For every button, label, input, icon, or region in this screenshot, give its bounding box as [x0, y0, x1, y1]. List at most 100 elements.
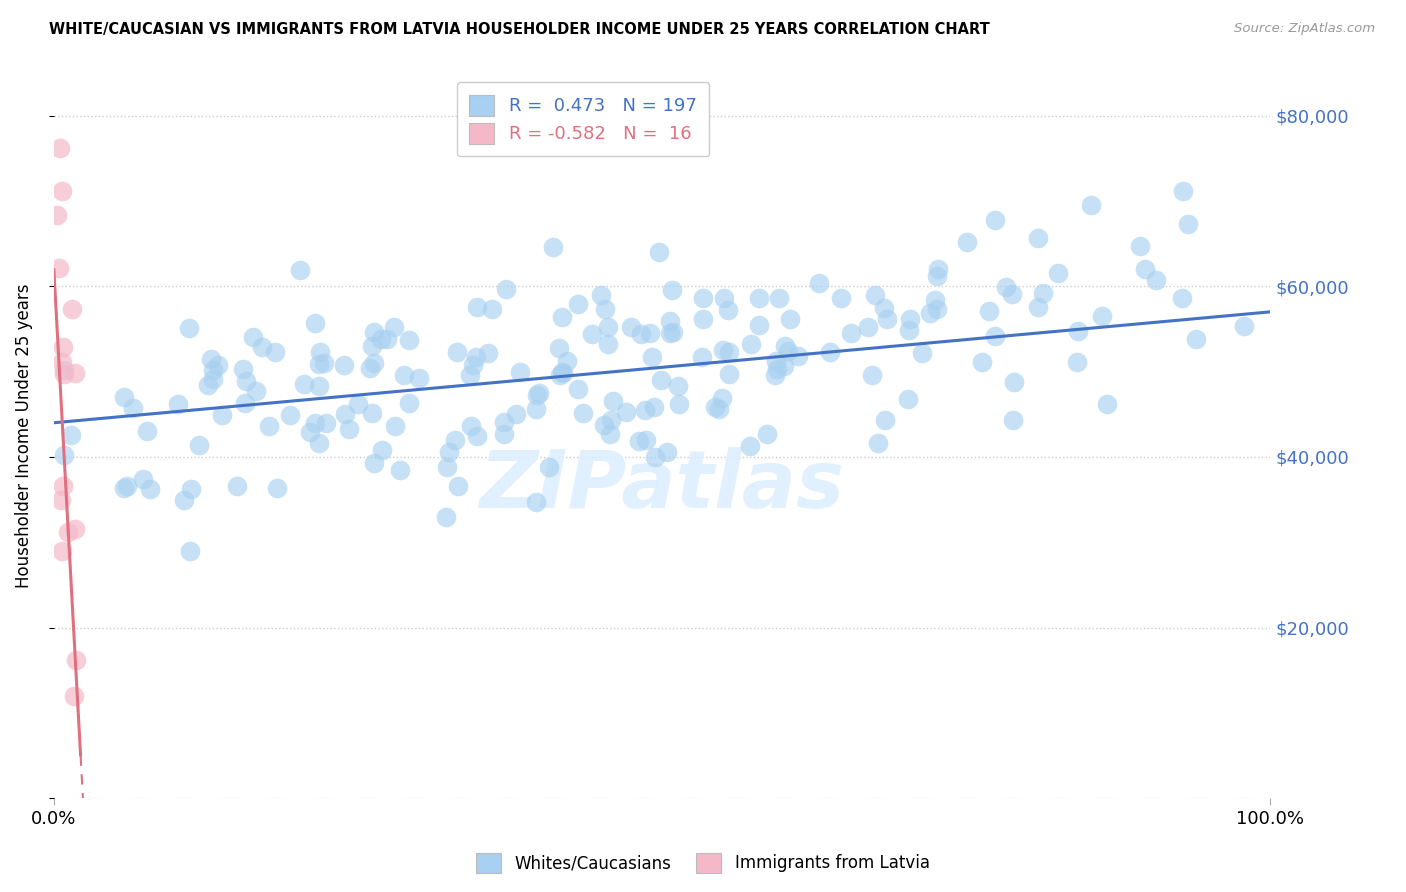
Point	[1028, 300, 1050, 314]
Point	[920, 306, 942, 320]
Point	[636, 433, 658, 447]
Point	[711, 343, 734, 358]
Point	[581, 327, 603, 342]
Point	[280, 408, 302, 422]
Point	[245, 384, 267, 398]
Point	[955, 235, 977, 249]
Point	[53, 363, 76, 377]
Point	[659, 326, 682, 340]
Point	[477, 346, 499, 360]
Point	[524, 401, 547, 416]
Point	[655, 444, 678, 458]
Point	[361, 406, 384, 420]
Point	[876, 312, 898, 326]
Point	[1046, 266, 1069, 280]
Point	[593, 418, 616, 433]
Point	[713, 291, 735, 305]
Point	[1026, 230, 1049, 244]
Point	[398, 396, 420, 410]
Point	[650, 373, 672, 387]
Point	[136, 424, 159, 438]
Point	[202, 363, 225, 377]
Point	[567, 382, 589, 396]
Point	[398, 333, 420, 347]
Point	[807, 276, 830, 290]
Point	[46, 208, 69, 222]
Point	[1144, 272, 1167, 286]
Point	[692, 291, 714, 305]
Point	[346, 397, 368, 411]
Point	[972, 355, 994, 369]
Point	[630, 326, 652, 341]
Point	[264, 345, 287, 359]
Point	[315, 416, 337, 430]
Point	[370, 332, 392, 346]
Point	[51, 355, 73, 369]
Point	[60, 301, 83, 316]
Point	[309, 345, 332, 359]
Point	[235, 395, 257, 409]
Point	[382, 319, 405, 334]
Point	[717, 367, 740, 381]
Point	[292, 376, 315, 391]
Point	[304, 316, 326, 330]
Point	[1002, 413, 1025, 427]
Point	[465, 350, 488, 364]
Point	[460, 418, 482, 433]
Point	[360, 339, 382, 353]
Point	[1177, 218, 1199, 232]
Point	[717, 302, 740, 317]
Point	[690, 350, 713, 364]
Point	[661, 283, 683, 297]
Point	[112, 481, 135, 495]
Point	[748, 318, 770, 332]
Point	[166, 397, 188, 411]
Point	[115, 479, 138, 493]
Point	[335, 408, 357, 422]
Point	[738, 439, 761, 453]
Point	[718, 345, 741, 359]
Text: Source: ZipAtlas.com: Source: ZipAtlas.com	[1234, 22, 1375, 36]
Point	[641, 350, 664, 364]
Point	[235, 374, 257, 388]
Point	[59, 427, 82, 442]
Point	[509, 365, 531, 379]
Point	[231, 362, 253, 376]
Point	[188, 438, 211, 452]
Legend: Whites/Caucasians, Immigrants from Latvia: Whites/Caucasians, Immigrants from Latvi…	[470, 847, 936, 880]
Point	[638, 326, 661, 341]
Point	[494, 415, 516, 429]
Point	[49, 141, 72, 155]
Point	[434, 510, 457, 524]
Point	[1173, 184, 1195, 198]
Point	[494, 427, 516, 442]
Point	[337, 422, 360, 436]
Point	[1002, 375, 1025, 389]
Point	[602, 393, 624, 408]
Legend: R =  0.473   N = 197, R = -0.582   N =  16: R = 0.473 N = 197, R = -0.582 N = 16	[457, 82, 710, 156]
Point	[627, 434, 650, 448]
Point	[551, 366, 574, 380]
Point	[666, 379, 689, 393]
Point	[467, 429, 489, 443]
Point	[1095, 397, 1118, 411]
Point	[924, 293, 946, 307]
Point	[1032, 285, 1054, 300]
Point	[633, 402, 655, 417]
Point	[308, 378, 330, 392]
Point	[388, 463, 411, 477]
Point	[856, 319, 879, 334]
Point	[180, 482, 202, 496]
Point	[63, 522, 86, 536]
Point	[131, 472, 153, 486]
Point	[763, 368, 786, 382]
Point	[543, 239, 565, 253]
Point	[668, 397, 690, 411]
Point	[173, 493, 195, 508]
Point	[537, 460, 560, 475]
Point	[177, 320, 200, 334]
Point	[1133, 261, 1156, 276]
Point	[242, 330, 264, 344]
Point	[710, 391, 733, 405]
Point	[392, 368, 415, 383]
